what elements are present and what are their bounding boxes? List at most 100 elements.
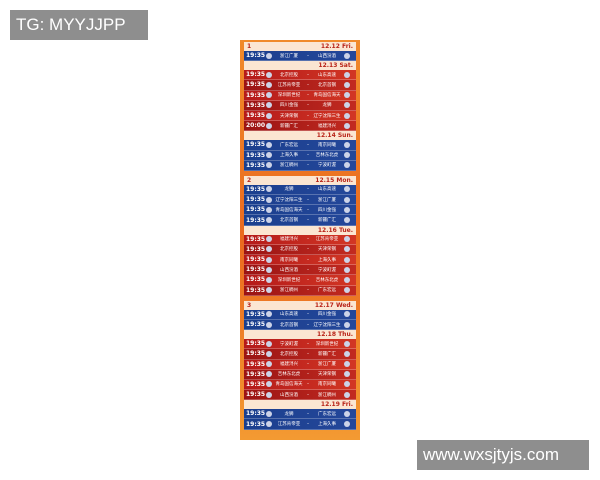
- home-team: 浙江稠州: [280, 163, 298, 169]
- round-card: 1 12.12 Fri. 19:35 浙江广厦 - 山西汾酒 12.13 Sat. 1…: [244, 42, 356, 171]
- vs-separator: -: [307, 371, 309, 378]
- home-team: 山西汾酒: [280, 267, 298, 273]
- home-team-logo-icon: [266, 52, 272, 59]
- game-time: 19:35: [246, 266, 266, 274]
- game-row: 19:35 北京首钢 - 新疆广汇: [244, 215, 356, 226]
- game-time: 19:35: [246, 161, 266, 169]
- game-time: 19:35: [246, 185, 266, 193]
- game-row: 19:35 辽宁沈阳三生 - 浙江广厦: [244, 195, 356, 206]
- round-number: 3: [247, 301, 252, 309]
- date-header: 12.14 Sun.: [244, 131, 356, 141]
- vs-separator: -: [307, 410, 309, 417]
- round-number: 2: [247, 176, 252, 184]
- home-team-logo-icon: [266, 236, 272, 243]
- away-team: 浙江广厦: [318, 362, 336, 368]
- vs-separator: -: [307, 141, 309, 148]
- game-time: 19:35: [246, 52, 266, 60]
- vs-separator: -: [307, 152, 309, 159]
- game-time: 19:35: [246, 151, 266, 159]
- away-team: 天津荣钢: [318, 247, 336, 253]
- game-time: 19:35: [246, 286, 266, 294]
- away-team: 宁波町渥: [318, 163, 336, 169]
- game-row: 19:35 山东高速 - 四川金强: [244, 309, 356, 320]
- away-team-logo-icon: [344, 152, 350, 159]
- watermark-bottom: www.wxsjtyjs.com: [417, 440, 589, 470]
- game-row: 19:35 浙江稠州 - 广东宏远: [244, 285, 356, 296]
- away-team-logo-icon: [344, 52, 350, 59]
- away-team-logo-icon: [344, 321, 350, 328]
- date-header: 12.16 Tue.: [244, 225, 356, 235]
- home-team-logo-icon: [266, 152, 272, 159]
- away-team-logo-icon: [344, 206, 350, 213]
- home-team: 辽宁沈阳三生: [275, 197, 303, 203]
- home-team: 深圳新世纪: [277, 93, 301, 99]
- date-label: 12.18 Thu.: [317, 331, 353, 339]
- home-team-logo-icon: [266, 287, 272, 294]
- away-team-logo-icon: [344, 421, 350, 428]
- vs-separator: -: [307, 196, 309, 203]
- game-time: 20:00: [246, 122, 266, 130]
- home-team-logo-icon: [266, 421, 272, 428]
- game-time: 19:35: [246, 112, 266, 120]
- date-label: 12.19 Fri.: [320, 401, 353, 409]
- game-time: 19:35: [246, 360, 266, 368]
- game-row: 19:35 山西汾酒 - 宁波町渥: [244, 265, 356, 276]
- home-team-logo-icon: [266, 102, 272, 109]
- date-label: 12.12 Fri.: [320, 43, 353, 50]
- away-team-logo-icon: [344, 186, 350, 193]
- home-team-logo-icon: [266, 206, 272, 213]
- away-team-logo-icon: [344, 141, 350, 148]
- date-header: 12.19 Fri.: [244, 400, 356, 410]
- date-header: 12.18 Thu.: [244, 330, 356, 340]
- vs-separator: -: [307, 162, 309, 169]
- game-row: 19:35 山西汾酒 - 浙江稠州: [244, 390, 356, 401]
- home-team-logo-icon: [266, 141, 272, 148]
- home-team: 浙江稠州: [280, 288, 298, 294]
- home-team: 青岛国信海天: [275, 207, 303, 213]
- home-team-logo-icon: [266, 361, 272, 368]
- away-team-logo-icon: [344, 71, 350, 78]
- game-time: 19:35: [246, 321, 266, 329]
- date-header: 3 12.17 Wed.: [244, 300, 356, 310]
- away-team: 山东高速: [318, 187, 336, 193]
- vs-separator: -: [307, 256, 309, 263]
- away-team-logo-icon: [344, 81, 350, 88]
- game-row: 19:35 龙狮 - 山东高速: [244, 184, 356, 196]
- vs-separator: -: [307, 52, 309, 59]
- vs-separator: -: [307, 266, 309, 273]
- away-team: 新疆广汇: [318, 218, 336, 224]
- home-team: 江苏肯帝亚: [277, 422, 301, 428]
- game-row: 19:35 北京控股 - 天津荣钢: [244, 244, 356, 255]
- game-row: 19:35 天津荣钢 - 辽宁沈阳三生: [244, 110, 356, 122]
- game-row: 19:35 福建浔兴 - 江苏肯帝亚: [244, 234, 356, 245]
- away-team: 辽宁沈阳三生: [313, 113, 341, 119]
- vs-separator: -: [307, 361, 309, 368]
- vs-separator: -: [307, 421, 309, 428]
- home-team: 青岛国信海天: [275, 382, 303, 388]
- away-team-logo-icon: [344, 381, 350, 388]
- away-team: 福建浔兴: [318, 123, 336, 129]
- home-team-logo-icon: [266, 246, 272, 253]
- home-team-logo-icon: [266, 381, 272, 388]
- game-time: 19:35: [246, 216, 266, 224]
- home-team: 南京同曦: [280, 257, 298, 263]
- away-team-logo-icon: [344, 287, 350, 294]
- game-time: 19:35: [246, 350, 266, 358]
- game-time: 19:35: [246, 370, 266, 378]
- home-team: 北京控股: [280, 351, 298, 357]
- vs-separator: -: [307, 217, 309, 224]
- game-row: 19:35 南京同曦 - 上海久事: [244, 255, 356, 266]
- game-time: 19:35: [246, 196, 266, 204]
- away-team-logo-icon: [344, 162, 350, 169]
- home-team-logo-icon: [266, 122, 272, 129]
- vs-separator: -: [307, 391, 309, 398]
- round-card: 3 12.17 Wed. 19:35 山东高速 - 四川金强 19:35 北京首钢 …: [244, 300, 356, 430]
- vs-separator: -: [307, 206, 309, 213]
- away-team-logo-icon: [344, 410, 350, 417]
- home-team-logo-icon: [266, 266, 272, 273]
- game-row: 19:35 福建浔兴 - 浙江广厦: [244, 359, 356, 370]
- away-team: 宁波町渥: [318, 267, 336, 273]
- game-time: 19:35: [246, 256, 266, 264]
- away-team: 广东宏远: [318, 411, 336, 417]
- game-time: 19:35: [246, 410, 266, 418]
